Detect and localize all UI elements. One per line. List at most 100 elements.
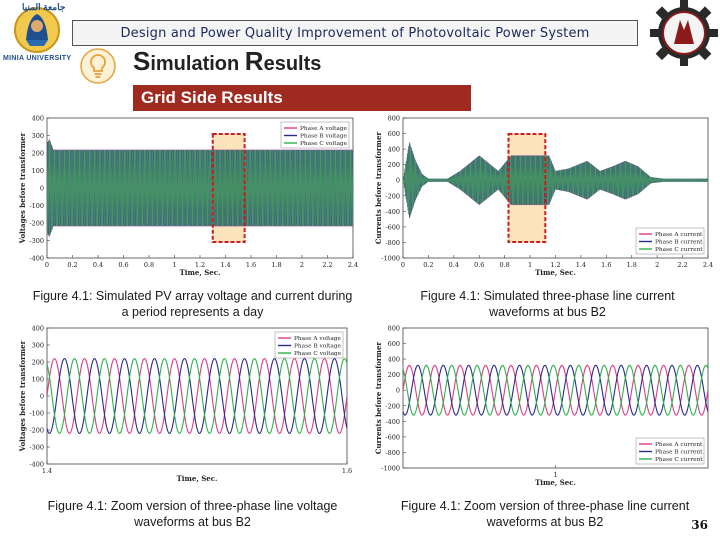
header-bar: Design and Power Quality Improvement of … bbox=[72, 20, 638, 46]
figure-caption: Figure 4.1: Zoom version of three-phase … bbox=[400, 499, 690, 529]
y-axis-label: Currents before transformer bbox=[374, 132, 383, 245]
y-tick-label: -400 bbox=[29, 255, 44, 263]
legend-label: Phase B voltage bbox=[294, 344, 342, 350]
x-tick-label: 1 bbox=[528, 261, 532, 269]
figure-caption: Figure 4.1: Zoom version of three-phase … bbox=[47, 499, 338, 529]
series-line bbox=[47, 358, 347, 434]
legend-label: Phase C current bbox=[655, 457, 703, 463]
slide-title-initial: R bbox=[244, 46, 264, 76]
presentation-title: Design and Power Quality Improvement of … bbox=[120, 25, 590, 41]
y-tick-label: 300 bbox=[32, 132, 44, 140]
figure-caption: Figure 4.1: Simulated three-phase line c… bbox=[420, 289, 675, 319]
series-line bbox=[47, 358, 347, 434]
x-tick-label: 2.4 bbox=[348, 261, 358, 269]
y-tick-label: 200 bbox=[32, 150, 44, 158]
legend-label: Phase A voltage bbox=[300, 126, 347, 132]
series-line bbox=[403, 142, 708, 217]
x-tick-label: 1.2 bbox=[195, 261, 205, 269]
x-tick-label: 2.4 bbox=[703, 261, 713, 269]
waveform-group bbox=[47, 358, 347, 434]
x-tick-label: 1.4 bbox=[576, 261, 586, 269]
lightbulb-badge bbox=[80, 48, 116, 84]
page-number: 36 bbox=[691, 518, 708, 532]
university-logo-icon bbox=[14, 7, 60, 53]
x-tick-label: 1 bbox=[553, 471, 557, 479]
waveform-group bbox=[403, 141, 708, 219]
y-tick-label: 200 bbox=[388, 371, 400, 379]
y-tick-label: 300 bbox=[32, 342, 44, 350]
waveform-group bbox=[47, 139, 353, 237]
x-tick-label: 2.2 bbox=[677, 261, 687, 269]
series-line bbox=[47, 140, 353, 236]
x-tick-label: 0.8 bbox=[499, 261, 509, 269]
x-tick-label: 1.6 bbox=[246, 261, 256, 269]
x-tick-label: 0 bbox=[401, 261, 405, 269]
x-tick-label: 0.2 bbox=[423, 261, 433, 269]
x-tick-label: 0.4 bbox=[449, 261, 459, 269]
y-tick-label: -300 bbox=[29, 237, 44, 245]
x-axis-label: Time, Sec. bbox=[535, 268, 576, 277]
university-logo-caption: MINIA UNIVERSITY bbox=[3, 55, 72, 62]
y-tick-label: -400 bbox=[29, 461, 44, 469]
legend-label: Phase A current bbox=[655, 442, 703, 448]
x-tick-label: 1.2 bbox=[550, 261, 560, 269]
x-tick-label: 0.6 bbox=[474, 261, 484, 269]
highlight-box bbox=[507, 133, 547, 243]
y-axis-label: Currents before transformer bbox=[374, 342, 383, 455]
y-tick-label: -200 bbox=[385, 192, 400, 200]
figure-zoom-current: 800 600 400 200 0 -200 -400 -600 -800 -1000 1Time,… bbox=[374, 325, 709, 487]
slide-title-part: esults bbox=[263, 53, 322, 75]
faculty-emblem bbox=[650, 0, 718, 66]
y-tick-label: -400 bbox=[385, 208, 400, 216]
x-tick-label: 0.6 bbox=[118, 261, 128, 269]
series-line bbox=[403, 364, 708, 416]
x-axis-label: Time, Sec. bbox=[535, 478, 576, 487]
y-axis-label: Voltages before transformer bbox=[18, 132, 27, 244]
gear-emblem-icon bbox=[650, 0, 718, 66]
legend-label: Phase B current bbox=[655, 450, 703, 456]
y-tick-label: -800 bbox=[385, 239, 400, 247]
x-tick-label: 1.8 bbox=[271, 261, 281, 269]
y-tick-label: -600 bbox=[385, 433, 400, 441]
y-tick-label: 0 bbox=[40, 185, 44, 193]
x-tick-label: 1.4 bbox=[220, 261, 230, 269]
x-tick-label: 0.2 bbox=[67, 261, 77, 269]
y-tick-label: 600 bbox=[388, 130, 400, 138]
y-tick-label: -200 bbox=[385, 402, 400, 410]
y-axis-label: Voltages before transformer bbox=[18, 340, 27, 452]
y-tick-label: -200 bbox=[29, 220, 44, 228]
legend-label: Phase A voltage bbox=[294, 336, 341, 342]
y-tick-label: 100 bbox=[32, 376, 44, 384]
slide-title-initial: S bbox=[133, 46, 151, 76]
legend-label: Phase C voltage bbox=[294, 351, 342, 357]
y-tick-label: -800 bbox=[385, 449, 400, 457]
y-tick-label: -100 bbox=[29, 410, 44, 418]
x-tick-label: 0 bbox=[45, 261, 49, 269]
series-line bbox=[403, 364, 708, 416]
university-logo bbox=[4, 4, 70, 66]
y-tick-label: 400 bbox=[32, 325, 44, 333]
y-tick-label: 200 bbox=[32, 359, 44, 367]
y-tick-label: -600 bbox=[385, 223, 400, 231]
y-tick-label: 400 bbox=[388, 356, 400, 364]
x-tick-label: 2 bbox=[300, 261, 304, 269]
y-tick-label: 400 bbox=[32, 115, 44, 123]
y-tick-label: 100 bbox=[32, 167, 44, 175]
y-tick-label: -300 bbox=[29, 444, 44, 452]
y-tick-label: 800 bbox=[388, 325, 400, 333]
legend-label: Phase B current bbox=[655, 240, 703, 246]
y-tick-label: -1000 bbox=[381, 465, 400, 473]
x-axis-label: Time, Sec. bbox=[177, 474, 218, 483]
y-tick-label: -200 bbox=[29, 427, 44, 435]
x-tick-label: 1 bbox=[172, 261, 176, 269]
waveform-group bbox=[403, 364, 708, 416]
university-logo-text: جامعة المنيا bbox=[22, 2, 66, 12]
y-tick-label: 400 bbox=[388, 146, 400, 154]
x-tick-label: 1.4 bbox=[42, 467, 52, 475]
y-tick-label: -100 bbox=[29, 202, 44, 210]
x-tick-label: 1.8 bbox=[627, 261, 637, 269]
legend-label: Phase A current bbox=[655, 232, 703, 238]
legend-label: Phase B voltage bbox=[300, 134, 348, 140]
